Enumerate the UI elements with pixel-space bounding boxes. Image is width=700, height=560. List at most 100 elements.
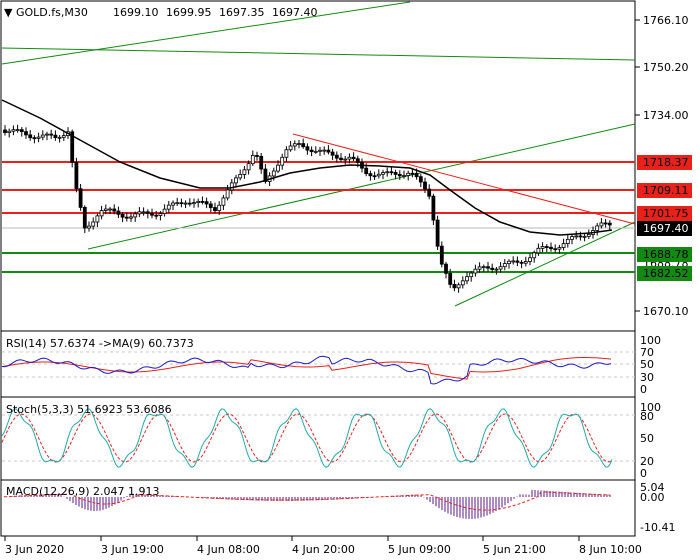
time-tick: 5 Jun 21:00	[483, 543, 546, 556]
candle-body	[183, 202, 188, 205]
candle-body	[28, 134, 33, 139]
candle-body	[570, 236, 574, 240]
candle-body	[318, 149, 322, 152]
candle-body	[57, 136, 62, 139]
candle-body	[561, 243, 566, 248]
time-tick: 3 Jun 2020	[5, 543, 64, 556]
ohlc-close: 1697.40	[272, 6, 318, 19]
candle-body	[246, 163, 251, 171]
macd-panel[interactable]: MACD(12,26,9) 2.047 1.913	[3, 485, 611, 519]
candle-body	[339, 157, 343, 161]
candle-body	[368, 173, 373, 177]
candle-body	[15, 129, 20, 132]
stoch-signal-line	[1, 413, 613, 463]
candle-body	[557, 247, 562, 250]
candle-body	[502, 263, 507, 268]
candle-body	[511, 260, 516, 263]
candle-body	[355, 158, 360, 163]
time-axis: 3 Jun 2020 3 Jun 19:00 4 Jun 08:00 4 Jun…	[4, 536, 642, 556]
rsi-panel[interactable]: RSI(14) 57.6374 ->MA(9) 60.7373	[1, 337, 635, 385]
candle-body	[540, 246, 545, 249]
macd-tick: 0.00	[640, 491, 665, 504]
candle-body	[36, 136, 41, 139]
candle-body	[595, 225, 600, 231]
candle-body	[158, 213, 163, 216]
candle-body	[229, 182, 234, 191]
candle-body	[465, 276, 469, 282]
candle-body	[322, 149, 327, 152]
candle-body	[280, 156, 285, 166]
candle-body	[7, 130, 12, 133]
candle-body	[586, 234, 591, 237]
candle-body	[45, 133, 49, 136]
candle-body	[192, 202, 196, 205]
candle-body	[330, 151, 335, 156]
stoch-tick: 80	[640, 410, 654, 423]
trendline-upper-green	[1, 1, 411, 65]
stochastic-panel[interactable]: Stoch(5,3,3) 51.6923 53.6086	[1, 403, 635, 468]
stoch-tick: 0	[640, 467, 647, 480]
trendline-lower-green	[454, 221, 636, 307]
candle-body	[347, 156, 352, 160]
candle-body	[150, 213, 154, 216]
stoch-title: Stoch(5,3,3) 51.6923 53.6086	[6, 403, 172, 416]
candle-body	[607, 222, 612, 226]
candle-body	[103, 208, 108, 211]
candle-body	[599, 222, 604, 227]
candle-body	[334, 154, 339, 159]
main-price-panel[interactable]: ▼ GOLD.fs,M30 1699.10 1699.95 1697.35 16…	[1, 1, 636, 307]
candle-body	[187, 202, 192, 205]
candle-body	[410, 172, 415, 175]
candle-body	[326, 149, 331, 153]
candle-body	[297, 143, 301, 145]
candle-body	[284, 149, 289, 158]
level-label-1718: 1718.37	[643, 156, 689, 169]
candle-body	[364, 167, 369, 175]
rsi-tick: 100	[640, 334, 661, 347]
candle-body	[481, 266, 486, 269]
candle-body	[553, 248, 558, 251]
candle-body	[196, 200, 201, 204]
candle-body	[532, 252, 537, 259]
candle-body	[494, 268, 499, 271]
candle-body	[536, 247, 541, 254]
macd-title: MACD(12,26,9) 2.047 1.913	[6, 485, 160, 498]
candle-body	[490, 267, 495, 270]
candle-body	[439, 245, 444, 265]
candle-body	[549, 246, 553, 250]
candle-body	[208, 203, 213, 208]
candle-body	[175, 202, 180, 205]
candle-body	[200, 200, 205, 203]
stoch-tick: 50	[640, 432, 654, 445]
candle-body	[402, 175, 406, 177]
candle-body	[234, 177, 238, 184]
macd-signal-line	[3, 491, 611, 511]
candle-body	[171, 202, 175, 206]
trendline-horizontal-green	[1, 47, 636, 61]
trendline-down-red	[292, 133, 636, 225]
candle-body	[351, 156, 356, 160]
candle-body	[305, 146, 310, 151]
candle-body	[343, 158, 348, 161]
level-label-1688: 1688.78	[643, 248, 689, 261]
candle-body	[423, 181, 427, 190]
candle-body	[99, 210, 104, 217]
price-axis: 1766.10 1750.20 1734.00 1670.10 1718.37 …	[635, 14, 692, 534]
stoch-main-line	[1, 408, 613, 468]
candle-body	[456, 284, 461, 289]
rsi-tick: 30	[640, 371, 654, 384]
stoch-tick: 20	[640, 455, 654, 468]
candle-body	[24, 131, 28, 136]
candlestick-series	[3, 124, 612, 293]
candle-body	[120, 213, 125, 218]
level-badge-1701	[637, 206, 692, 221]
candle-body	[112, 208, 117, 212]
candle-body	[473, 268, 478, 274]
current-price-label: 1697.40	[643, 222, 689, 235]
price-tick: 1750.20	[643, 61, 689, 74]
ohlc-open: 1699.10	[113, 6, 159, 19]
level-badge-1682	[637, 266, 692, 281]
time-tick: 5 Jun 09:00	[388, 543, 451, 556]
candle-body	[507, 260, 511, 264]
